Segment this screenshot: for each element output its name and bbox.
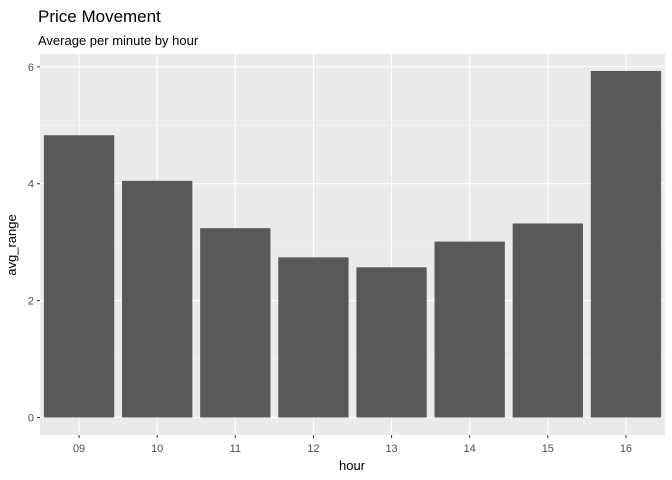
x-tick-label: 15 (542, 443, 554, 455)
bars (43, 70, 662, 418)
x-tick-label: 16 (620, 443, 632, 455)
bar-16 (590, 70, 662, 418)
y-tick-label: 4 (28, 179, 34, 191)
bar-09 (43, 135, 115, 418)
x-tick-label: 12 (307, 443, 319, 455)
bar-14 (434, 241, 505, 418)
bar-11 (200, 228, 271, 418)
x-axis-title: hour (339, 458, 366, 473)
y-axis-title: avg_range (4, 214, 19, 275)
y-tick-label: 6 (28, 62, 34, 74)
chart-title: Price Movement (38, 7, 161, 26)
x-tick-label: 09 (73, 443, 85, 455)
x-tick-label: 14 (464, 443, 476, 455)
bar-10 (122, 180, 193, 418)
bar-12 (278, 257, 349, 418)
x-tick-label: 13 (385, 443, 397, 455)
x-tick-label: 11 (230, 443, 241, 455)
bar-13 (356, 267, 427, 418)
x-tick-label: 10 (151, 443, 163, 455)
bar-15 (512, 223, 583, 418)
y-tick-label: 2 (28, 296, 34, 308)
chart-subtitle: Average per minute by hour (38, 33, 199, 48)
y-tick-label: 0 (28, 412, 34, 424)
y-axis: 0 2 4 6 (28, 62, 40, 424)
x-axis: 09 10 11 12 13 14 15 16 (73, 435, 632, 455)
